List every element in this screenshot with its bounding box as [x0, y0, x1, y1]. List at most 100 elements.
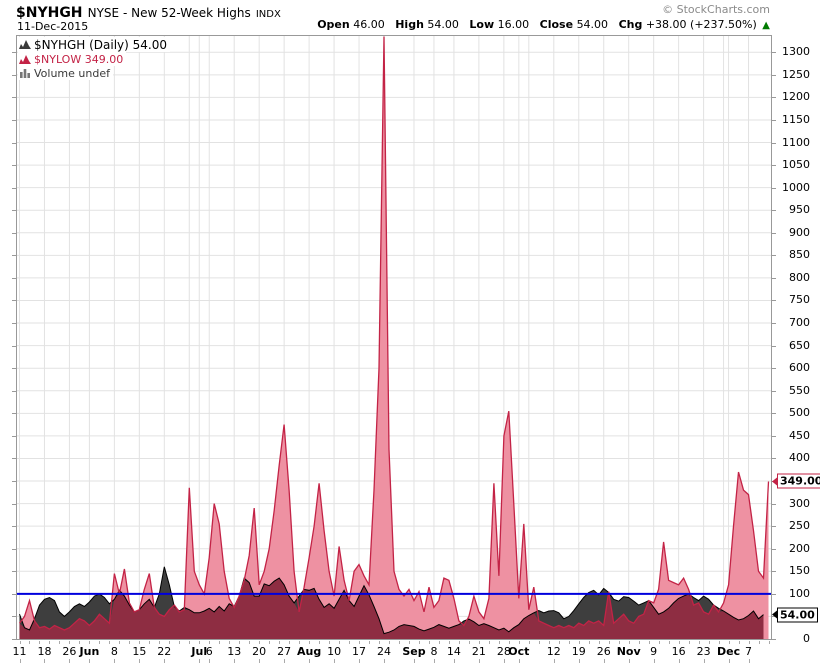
- x-axis-day-tick: [698, 641, 700, 644]
- y-axis-tick-left: [12, 548, 16, 550]
- x-axis-day-tick: [69, 641, 71, 644]
- y-axis-tick-left: [12, 323, 16, 325]
- y-axis-label: 850: [789, 248, 810, 262]
- y-axis-label: 1200: [782, 90, 810, 104]
- y-axis-tick: [772, 97, 776, 99]
- y-axis-tick-left: [12, 255, 16, 257]
- y-axis-tick-left: [12, 345, 16, 347]
- y-axis-tick-left: [12, 52, 16, 54]
- x-axis-label: 18: [37, 645, 52, 658]
- x-axis-day-tick: [608, 641, 610, 644]
- close-label: Close: [539, 18, 574, 31]
- x-axis-label: 26: [596, 645, 611, 658]
- x-axis-day-tick: [648, 641, 650, 644]
- y-axis-tick-left: [12, 74, 16, 76]
- x-axis-week-tick: [359, 659, 361, 663]
- x-axis-day-tick: [458, 641, 460, 644]
- x-axis-week-tick: [518, 659, 520, 663]
- x-axis-label: 13: [227, 645, 242, 658]
- y-axis-tick: [772, 390, 776, 392]
- x-axis-day-tick: [339, 641, 341, 644]
- y-axis-label: 100: [789, 586, 810, 600]
- x-axis-day-tick: [708, 641, 710, 644]
- y-axis-label: 1100: [782, 135, 810, 149]
- x-axis-week-tick: [259, 659, 261, 663]
- x-axis-day-tick: [39, 641, 41, 644]
- y-axis-label: 400: [789, 451, 810, 465]
- index-tag: INDX: [255, 9, 281, 20]
- low-label: Low: [469, 18, 495, 31]
- x-axis-day-tick: [29, 641, 31, 644]
- y-axis-label: 800: [789, 270, 810, 284]
- x-axis-day-tick: [169, 641, 171, 644]
- area-icon-black: [19, 40, 31, 49]
- y-axis-tick: [772, 503, 776, 505]
- x-axis-week-tick: [44, 659, 46, 663]
- x-axis-day-tick: [199, 641, 201, 644]
- x-axis-day-tick: [518, 641, 520, 644]
- area-icon-red: [19, 54, 31, 64]
- y-axis-label: 1050: [782, 158, 810, 172]
- chart-title: $NYHGH NYSE - New 52-Week Highs INDX: [16, 2, 281, 21]
- y-axis-label: 0: [803, 632, 810, 645]
- x-axis-day-tick: [329, 641, 331, 644]
- x-axis-day-tick: [189, 641, 191, 644]
- y-axis-tick: [772, 277, 776, 279]
- y-axis-label: 1300: [782, 45, 810, 59]
- y-axis-tick: [772, 435, 776, 437]
- y-axis-tick-left: [12, 97, 16, 99]
- chart-date: 11-Dec-2015: [17, 20, 89, 33]
- copyright-text: © StockCharts.com: [662, 3, 770, 16]
- x-axis-day-tick: [369, 641, 371, 644]
- x-axis-week-tick: [628, 659, 630, 663]
- y-axis-tick-left: [12, 300, 16, 302]
- badge-arrow-icon: [772, 610, 777, 619]
- y-axis-tick-left: [12, 210, 16, 212]
- x-axis-day-tick: [159, 641, 161, 644]
- x-axis-week-tick: [678, 659, 680, 663]
- y-axis-tick: [772, 255, 776, 257]
- x-axis-label: 9: [650, 645, 658, 658]
- x-axis-day-tick: [259, 641, 261, 644]
- y-axis-tick-left: [12, 232, 16, 234]
- ohlc-quote-line: Open 46.00 High 54.00 Low 16.00 Close 54…: [317, 18, 770, 31]
- y-axis-tick: [772, 571, 776, 573]
- x-axis-day-tick: [149, 641, 151, 644]
- y-axis-label: 700: [789, 316, 810, 330]
- nyhgh-price-badge: 54.00: [772, 607, 818, 623]
- x-axis-day-tick: [418, 641, 420, 644]
- x-axis-day-tick: [538, 641, 540, 644]
- x-axis-day-tick: [768, 641, 770, 644]
- x-axis-label: 14: [446, 645, 461, 658]
- x-axis-day-tick: [49, 641, 51, 644]
- x-axis-day-tick: [688, 641, 690, 644]
- x-axis-label: Jun: [79, 645, 100, 658]
- x-axis-day-tick: [99, 641, 101, 644]
- open-value: 46.00: [353, 18, 385, 31]
- y-axis-label: 600: [789, 361, 810, 375]
- y-axis-tick: [772, 458, 776, 460]
- x-axis-week-tick: [164, 659, 166, 663]
- y-axis-label: 550: [789, 383, 810, 397]
- x-axis-label: 11: [12, 645, 27, 658]
- legend-label: $NYLOW 349.00: [34, 52, 124, 66]
- legend-item-nyhgh: $NYHGH (Daily) 54.00: [18, 37, 170, 52]
- x-axis-day-tick: [289, 641, 291, 644]
- y-axis-label: 750: [789, 293, 810, 307]
- y-axis-tick: [772, 526, 776, 528]
- x-axis-day-tick: [239, 641, 241, 644]
- x-axis-day-tick: [349, 641, 351, 644]
- x-axis-week-tick: [19, 659, 21, 663]
- y-axis-tick: [772, 142, 776, 144]
- x-axis-day-tick: [578, 641, 580, 644]
- y-axis-tick: [772, 413, 776, 415]
- x-axis-day-tick: [488, 641, 490, 644]
- y-axis-tick-left: [12, 571, 16, 573]
- low-value: 16.00: [497, 18, 530, 31]
- x-axis-day-tick: [309, 641, 311, 644]
- x-axis-week-tick: [334, 659, 336, 663]
- legend-item-nylow: $NYLOW 349.00: [18, 52, 127, 66]
- y-axis-tick: [772, 52, 776, 54]
- x-axis-week-tick: [309, 659, 311, 663]
